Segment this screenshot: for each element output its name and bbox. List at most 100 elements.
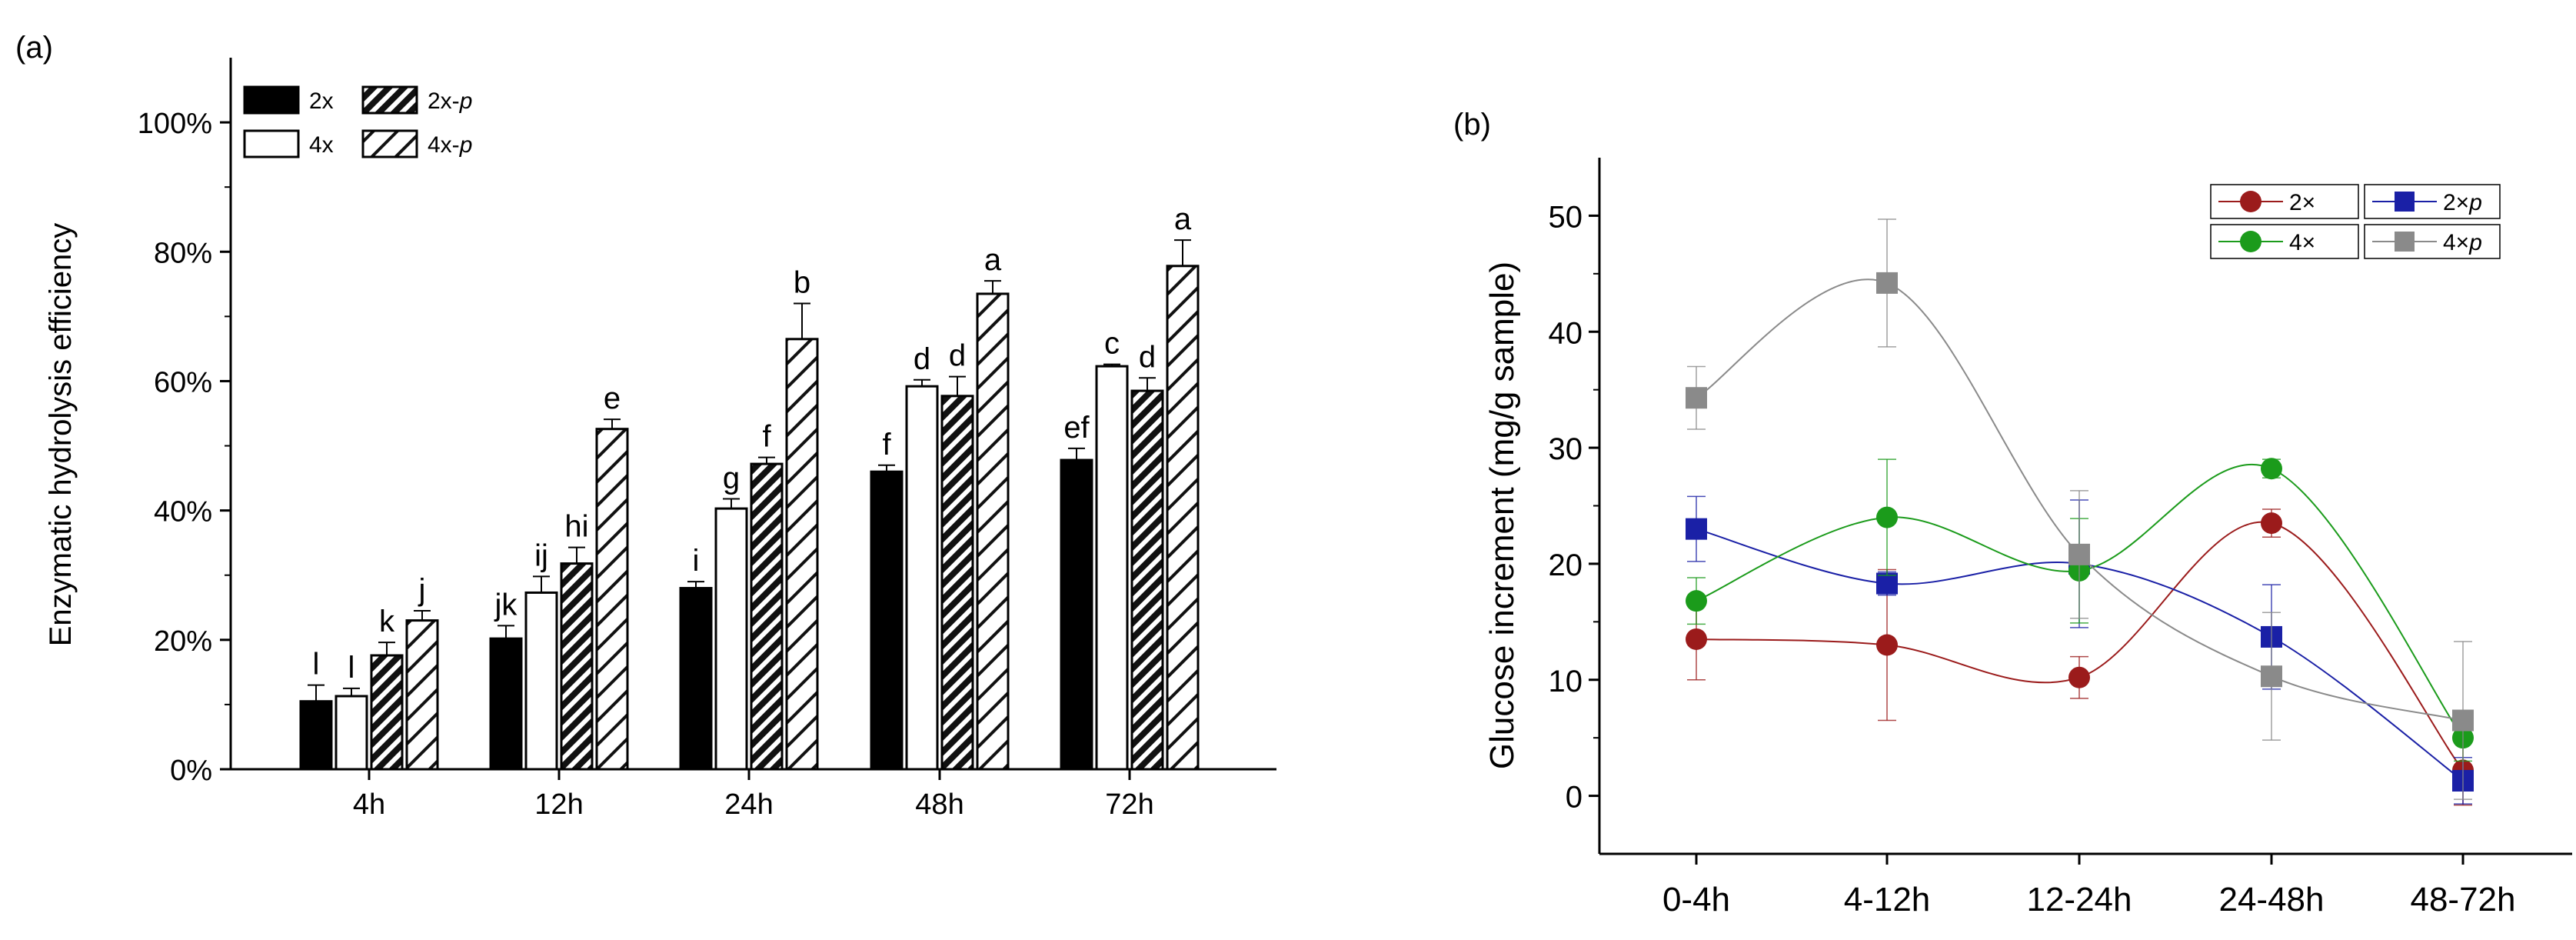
data-point: [2261, 665, 2282, 688]
x-axis-a: 4h 12h 24h 48h 72h: [353, 769, 1154, 821]
panel-label-b: (b): [1453, 108, 1491, 142]
data-point: [1876, 506, 1898, 528]
legend-marker: [2240, 231, 2261, 252]
significance-letter: f: [882, 428, 891, 462]
legend-swatch: [243, 85, 300, 115]
bar: [870, 470, 904, 771]
series-line: [1696, 463, 2464, 738]
bar: [1060, 458, 1093, 771]
line-chart-panel: (b) Glucose increment (mg/g sample) 0 10 2…: [1453, 108, 2572, 918]
legend-label: 2×: [2289, 190, 2315, 215]
y-axis-a: 0% 20% 40% 60% 80% 100%: [138, 108, 231, 787]
y-tick-label-a: 0%: [170, 755, 212, 787]
data-point: [2452, 709, 2474, 732]
bar: [595, 428, 629, 771]
bar: [489, 637, 523, 771]
significance-letter: e: [604, 382, 621, 415]
significance-letter: a: [984, 243, 1002, 277]
bar: [976, 292, 1010, 771]
series-line: [1696, 521, 2464, 772]
bar: [560, 562, 594, 771]
x-tick-label-b: 4-12h: [1844, 881, 1931, 918]
bar-chart-panel: (a) Enzymatic hydrolysis efficiency 0% 20…: [15, 31, 1276, 821]
legend-label: 2x: [309, 88, 334, 114]
x-tick-label-a: 12h: [534, 788, 583, 821]
y-axis-title-b: Glucose increment (mg/g sample): [1483, 262, 1521, 769]
bar: [714, 507, 748, 771]
x-tick-label-b: 24-48h: [2218, 881, 2324, 918]
significance-letter: b: [794, 266, 810, 300]
bar: [370, 654, 404, 771]
legend-label: 2x-p: [428, 88, 472, 114]
legend-marker: [2240, 191, 2261, 212]
data-point: [1686, 590, 1707, 612]
y-tick-label-b: 40: [1549, 316, 1583, 350]
significance-letter: a: [1174, 202, 1192, 236]
significance-letter: f: [762, 420, 771, 454]
y-axis-b: 0 10 20 30 40 50: [1549, 200, 1599, 815]
y-tick-label-a: 60%: [154, 366, 212, 398]
y-tick-label-b: 10: [1549, 665, 1583, 698]
series-b: [1686, 218, 2474, 806]
bar: [1130, 389, 1164, 771]
bar: [1166, 265, 1200, 771]
x-tick-label-b: 12-24h: [2026, 881, 2132, 918]
significance-letter: d: [1139, 340, 1156, 374]
significance-letter: jk: [494, 588, 518, 622]
legend-a: 2x 4x 2x-p 4x-p: [243, 85, 472, 158]
bar: [905, 385, 939, 771]
legend-swatch: [361, 129, 418, 158]
significance-letter: ef: [1063, 411, 1090, 445]
x-tick-label-b: 48-72h: [2410, 881, 2515, 918]
bar: [940, 395, 974, 771]
data-point: [1686, 387, 1707, 409]
y-axis-title-a: Enzymatic hydrolysis efficiency: [44, 223, 78, 647]
legend-swatch: [361, 85, 418, 115]
significance-letter: g: [723, 462, 740, 495]
y-tick-label-b: 20: [1549, 548, 1583, 582]
significance-letter: j: [418, 573, 426, 607]
data-point: [2261, 458, 2282, 480]
x-axis-b: 0-4h 4-12h 12-24h 24-48h 48-72h: [1662, 854, 2516, 918]
significance-letter: l: [313, 648, 320, 682]
bar: [750, 462, 784, 771]
legend-b: 2× 2×p 4× 4×p: [2210, 184, 2501, 259]
y-tick-label-b: 50: [1549, 200, 1583, 234]
legend-label: 4x: [309, 132, 334, 158]
data-point: [2068, 543, 2090, 565]
legend-marker: [2395, 192, 2415, 212]
panel-label-a: (a): [15, 31, 53, 65]
data-point: [1876, 272, 1898, 294]
bar: [524, 591, 558, 771]
legend-label: 4×p: [2443, 230, 2482, 255]
bar: [334, 695, 368, 771]
bar: [299, 700, 333, 771]
y-tick-label-b: 0: [1566, 781, 1583, 815]
legend-label: 2×p: [2443, 190, 2482, 215]
significance-letter: c: [1104, 327, 1120, 361]
significance-letter: i: [693, 544, 700, 578]
data-point: [1876, 572, 1898, 595]
y-tick-label-b: 30: [1549, 432, 1583, 466]
y-tick-label-a: 40%: [154, 496, 212, 528]
y-tick-label-a: 20%: [154, 625, 212, 658]
series-line: [1696, 278, 2464, 722]
data-point: [1686, 518, 1707, 540]
significance-letter: hi: [564, 510, 588, 544]
x-tick-label-b: 0-4h: [1662, 881, 1730, 918]
bar: [405, 619, 439, 771]
data-point: [2068, 666, 2090, 688]
y-tick-label-a: 80%: [154, 237, 212, 269]
bar: [785, 338, 819, 771]
legend-label: 4×: [2289, 230, 2315, 255]
x-tick-label-a: 24h: [724, 788, 773, 821]
significance-letter: l: [348, 651, 355, 685]
x-tick-label-a: 48h: [915, 788, 964, 821]
x-tick-label-a: 72h: [1105, 788, 1153, 821]
data-point: [1686, 628, 1707, 650]
data-point: [2261, 512, 2282, 535]
y-tick-label-a: 100%: [138, 108, 212, 140]
legend-label: 4x-p: [428, 132, 472, 158]
